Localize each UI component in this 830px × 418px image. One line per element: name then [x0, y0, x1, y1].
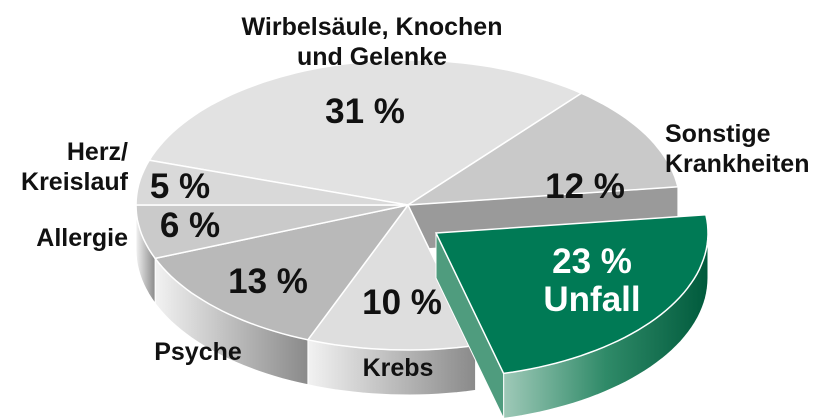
- slice: [135, 159, 409, 206]
- value-label: 12 %: [545, 167, 625, 206]
- category-label: Wirbelsäule, Knochen und Gelenke: [241, 13, 503, 71]
- category-label: Psyche: [154, 338, 242, 366]
- category-label: Herz/ Kreislauf: [21, 138, 128, 196]
- slice: [153, 203, 410, 341]
- value-label: 10 %: [362, 283, 442, 322]
- value-label: 6 %: [159, 206, 221, 245]
- slice: [407, 92, 679, 206]
- slice: [434, 214, 709, 375]
- category-label: Allergie: [36, 224, 128, 252]
- slice: [306, 203, 477, 351]
- slice: [148, 59, 583, 206]
- value-label: 23 %: [552, 242, 632, 281]
- value-label: 5 %: [149, 167, 211, 206]
- slice: [135, 204, 409, 260]
- category-label: Sonstige Krankheiten: [665, 120, 810, 178]
- value-label: 13 %: [228, 262, 308, 301]
- category-label: Krebs: [362, 354, 434, 382]
- category-label: Unfall: [543, 280, 641, 319]
- value-label: 31 %: [325, 92, 405, 131]
